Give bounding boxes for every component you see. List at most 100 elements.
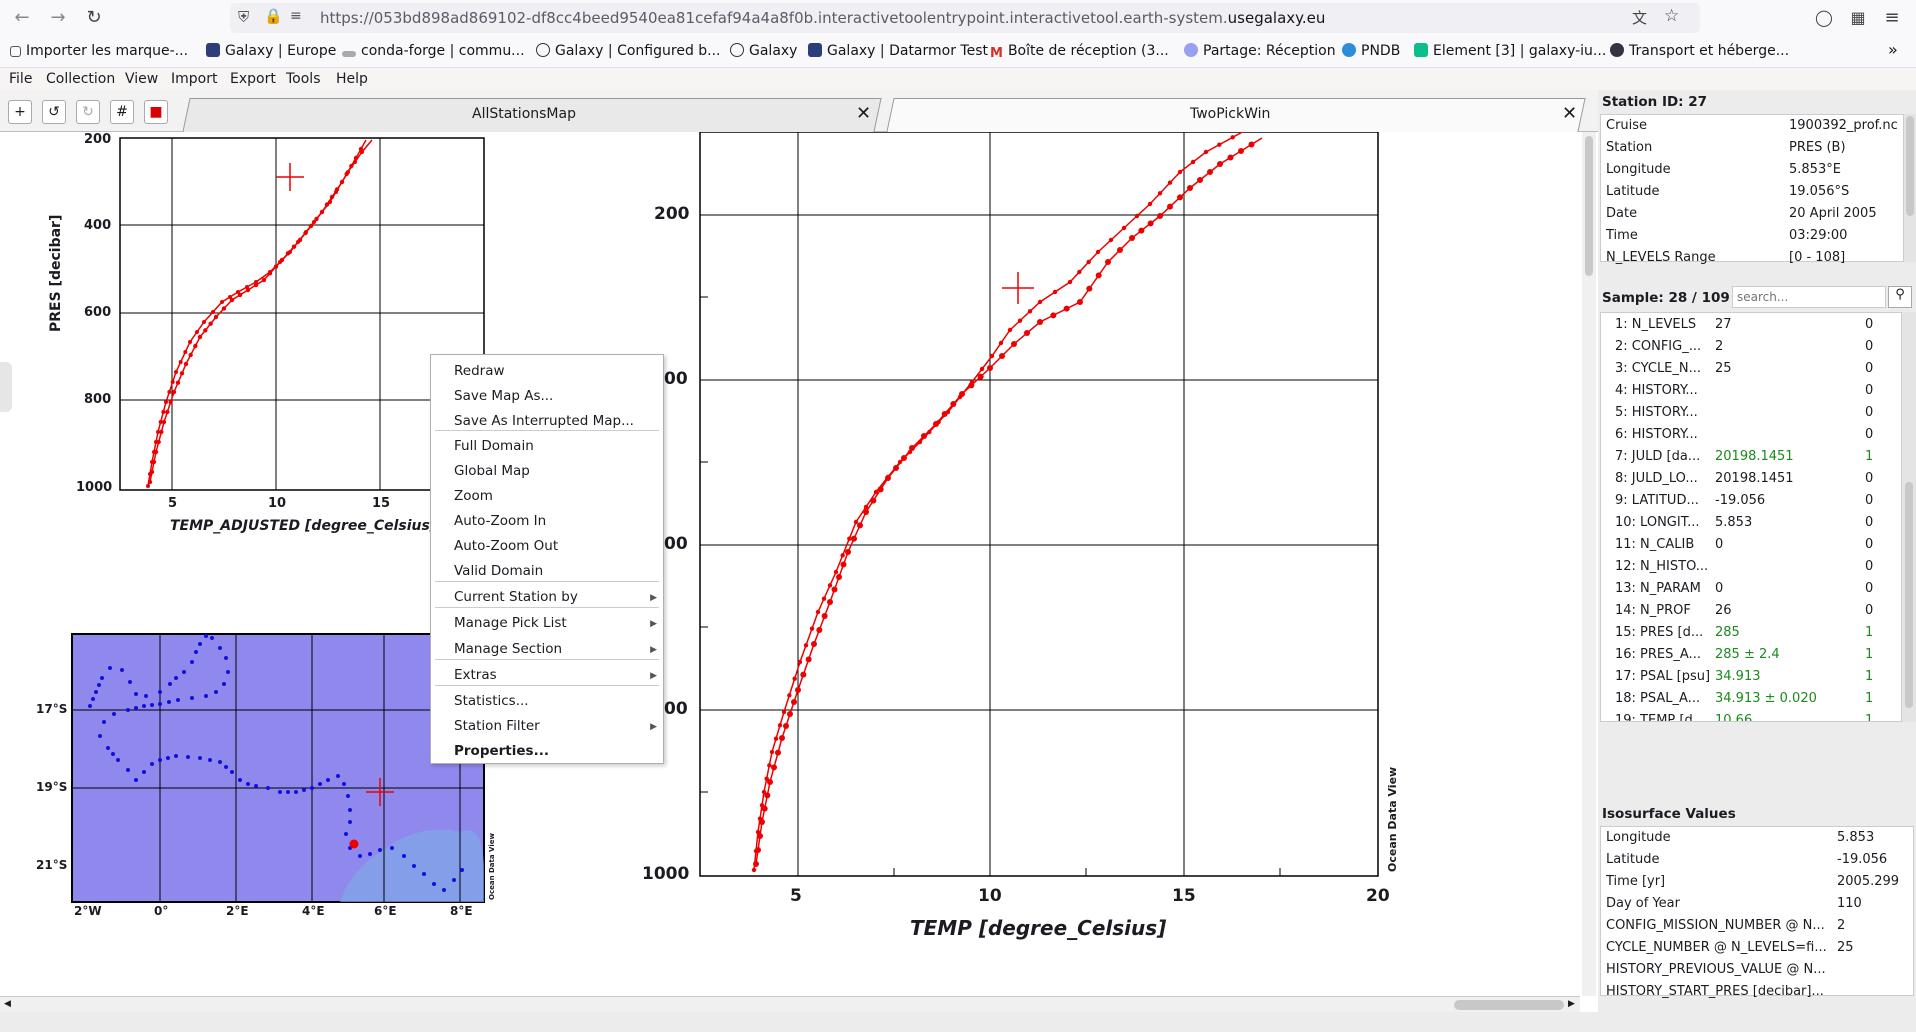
ctx-auto-zoom-out[interactable]: Auto-Zoom Out [454, 538, 559, 554]
bookmark-star-icon[interactable]: ☆ [1664, 6, 1680, 26]
table-row[interactable]: 2: CONFIG_... 2 0 [1601, 339, 1901, 361]
scroll-left-icon[interactable]: ◀ [4, 999, 11, 1009]
pocket-icon[interactable]: ◯ [1815, 8, 1833, 27]
ctx-global-map[interactable]: Global Map [454, 463, 530, 479]
map-lon-label: 6°E [374, 904, 397, 918]
url-text[interactable]: https://053bd898ad869102-df8cc4beed9540e… [320, 9, 1325, 27]
scroll-thumb[interactable] [1585, 136, 1593, 276]
ytick: 00 [664, 699, 688, 719]
profile-point [146, 484, 150, 488]
close-icon[interactable]: ✕ [856, 103, 872, 124]
bookmark-item[interactable]: Importer les marque-... [10, 43, 188, 59]
scrollbar[interactable] [1902, 312, 1916, 722]
sample-search-input[interactable] [1732, 286, 1886, 308]
bookmark-item[interactable]: Galaxy | Configured b... [536, 43, 721, 59]
map-station-dot [108, 666, 112, 670]
tab-twopickwin-label: TwoPickWin [1190, 106, 1271, 122]
permissions-icon[interactable]: ≡ [290, 8, 302, 24]
forward-icon[interactable]: → [50, 7, 66, 28]
profile-point [1138, 227, 1145, 234]
bookmark-item[interactable]: PNDB [1342, 43, 1400, 59]
menu-import[interactable]: Import [171, 71, 218, 87]
sample-field-quality: 0 [1865, 559, 1874, 574]
bookmark-item[interactable]: M Boîte de réception (3... [990, 43, 1169, 61]
table-row[interactable]: 12: N_HISTO... 0 [1601, 559, 1901, 581]
table-row[interactable]: 15: PRES [d... 285 1 [1601, 625, 1901, 647]
bookmark-item[interactable]: Element [3] | galaxy-iu... [1414, 43, 1606, 59]
large-plot-dots [751, 135, 1255, 873]
table-row[interactable]: 18: PSAL_A... 34.913 ± 0.020 1 [1601, 691, 1901, 713]
table-row[interactable]: 6: HISTORY... 0 [1601, 427, 1901, 449]
profile-point [1063, 305, 1070, 312]
table-row[interactable]: 11: N_CALIB 0 0 [1601, 537, 1901, 559]
translate-icon[interactable]: 文 [1632, 9, 1648, 27]
save-icon[interactable]: ■ [144, 100, 168, 124]
extensions-icon[interactable]: ▦ [1850, 8, 1866, 27]
redo-icon[interactable]: ↻ [76, 100, 100, 124]
table-row[interactable]: 10: LONGIT... 5.853 0 [1601, 515, 1901, 537]
grid-icon[interactable]: # [110, 100, 134, 124]
map-station-dot [348, 820, 352, 824]
close-icon[interactable]: ✕ [1562, 103, 1578, 124]
bookmark-item[interactable]: Galaxy | Europe [206, 43, 336, 59]
scroll-right-icon[interactable]: ▶ [1568, 999, 1575, 1009]
plot-canvas[interactable]: PRES [decibar] 200 400 600 800 1000 5 10… [0, 132, 1580, 996]
shield-icon[interactable]: ⛨ [238, 8, 250, 26]
bookmark-item[interactable]: conda-forge | commu... [342, 43, 525, 59]
ctx-properties[interactable]: Properties... [454, 743, 549, 759]
sample-table[interactable]: 1: N_LEVELS 27 0 2: CONFIG_... 2 0 3: CYCLE_N.… [1600, 312, 1902, 722]
scroll-thumb[interactable] [1454, 1000, 1564, 1010]
url-bar[interactable]: ⛨ 🔒 ≡ https://053bd898ad869102-df8cc4bee… [230, 3, 1700, 33]
scrollbar[interactable] [1904, 114, 1916, 262]
table-row[interactable]: 5: HISTORY... 0 [1601, 405, 1901, 427]
bookmark-item[interactable]: Galaxy | Datarmor Test [808, 43, 988, 59]
bookmark-item[interactable]: Partage: Réception [1184, 43, 1336, 59]
table-row[interactable]: 16: PRES_A... 285 ± 2.4 1 [1601, 647, 1901, 669]
menu-export[interactable]: Export [230, 71, 276, 87]
ctx-full-domain[interactable]: Full Domain [454, 438, 534, 454]
ctx-manage-section[interactable]: Manage Section [454, 641, 563, 657]
table-row[interactable]: 3: CYCLE_N... 25 0 [1601, 361, 1901, 383]
ctx-save-interrupted-map[interactable]: Save As Interrupted Map... [454, 413, 634, 429]
search-icon[interactable]: ⚲ [1888, 286, 1912, 308]
table-row[interactable]: 13: N_PARAM 0 0 [1601, 581, 1901, 603]
vertical-scrollbar[interactable] [1582, 132, 1596, 996]
reload-icon[interactable]: ↻ [86, 7, 102, 28]
ctx-auto-zoom-in[interactable]: Auto-Zoom In [454, 513, 547, 529]
horizontal-scrollbar[interactable]: ◀ ▶ [0, 996, 1580, 1012]
ctx-redraw[interactable]: Redraw [454, 363, 505, 379]
menu-tools[interactable]: Tools [286, 71, 321, 87]
menu-icon[interactable]: ≡ [1884, 7, 1900, 28]
table-row[interactable]: 9: LATITUD... -19.056 0 [1601, 493, 1901, 515]
side-handle[interactable] [0, 362, 12, 412]
back-icon[interactable]: ← [14, 7, 30, 28]
ctx-save-map-as[interactable]: Save Map As... [454, 388, 554, 404]
iso-field-label: HISTORY_START_PRES [decibar]... [1606, 984, 1824, 999]
table-row[interactable]: 7: JULD [da... 20198.1451 1 [1601, 449, 1901, 471]
table-row[interactable]: 8: JULD_LO... 20198.1451 0 [1601, 471, 1901, 493]
ctx-valid-domain[interactable]: Valid Domain [454, 563, 544, 579]
table-row[interactable]: 1: N_LEVELS 27 0 [1601, 317, 1901, 339]
menu-collection[interactable]: Collection [46, 71, 116, 87]
profile-point [1227, 154, 1234, 161]
table-row[interactable]: 14: N_PROF 26 0 [1601, 603, 1901, 625]
ctx-station-filter[interactable]: Station Filter [454, 718, 540, 734]
ctx-manage-pick-list[interactable]: Manage Pick List [454, 615, 567, 631]
profile-point [821, 613, 828, 619]
bookmark-item[interactable]: Transport et héberge... [1610, 43, 1789, 59]
ctx-zoom[interactable]: Zoom [454, 488, 493, 504]
undo-icon[interactable]: ↺ [42, 100, 66, 124]
ctx-current-station-by[interactable]: Current Station by [454, 589, 578, 605]
ctx-extras[interactable]: Extras [454, 667, 497, 683]
more-bookmarks-icon[interactable]: » [1888, 40, 1898, 59]
ctx-statistics[interactable]: Statistics... [454, 693, 529, 709]
table-row[interactable]: 19: TEMP [d... 10.66 1 [1601, 713, 1901, 721]
table-row[interactable]: 17: PSAL [psu] 34.913 1 [1601, 669, 1901, 691]
bookmark-item[interactable]: Galaxy [730, 43, 797, 59]
table-row[interactable]: 4: HISTORY... 0 [1601, 383, 1901, 405]
menu-help[interactable]: Help [336, 71, 368, 87]
menu-file[interactable]: File [9, 71, 33, 87]
add-icon[interactable]: + [8, 100, 32, 124]
menu-view[interactable]: View [125, 71, 159, 87]
lock-icon[interactable]: 🔒 [264, 7, 283, 25]
